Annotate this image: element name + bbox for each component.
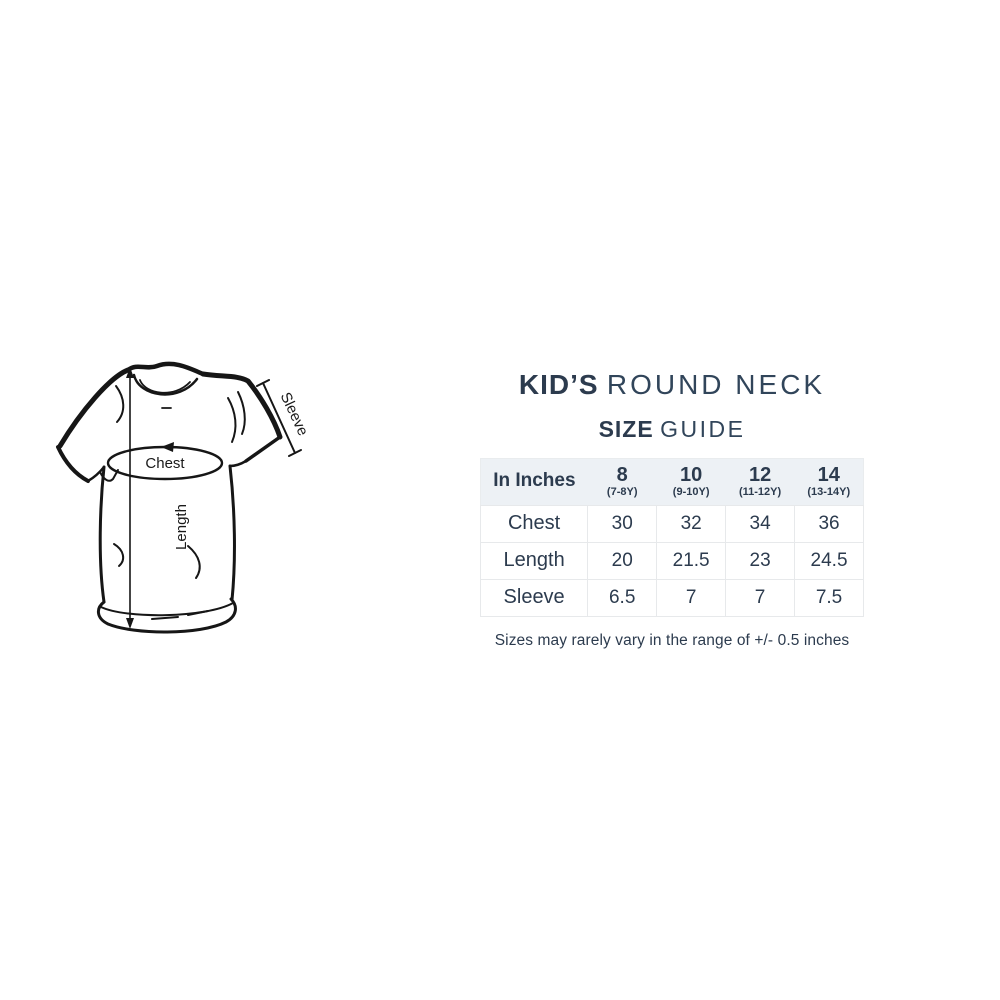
subtitle-light: GUIDE (660, 416, 746, 442)
size-age: (9-10Y) (672, 486, 710, 498)
size-number: 10 (680, 464, 703, 486)
size-number: 12 (748, 464, 772, 486)
size-number: 14 (817, 464, 840, 486)
cell-value: 32 (656, 504, 727, 543)
size-header-cell: 14 (13-14Y) (794, 458, 864, 506)
cell-value: 30 (587, 504, 658, 543)
cell-value: 23 (725, 541, 796, 580)
tshirt-measurement-illustration: Length Chest Sleeve (56, 361, 312, 634)
cell-value: 7 (656, 578, 727, 617)
chest-arrow-icon (161, 442, 174, 452)
cell-value: 24.5 (794, 541, 864, 580)
chest-measure-ellipse: Chest (106, 442, 224, 481)
size-header-cell: 12 (11-12Y) (725, 458, 795, 506)
size-table-header-row: In Inches 8 (7-8Y) 10 (9-10Y) 12 (11-12Y… (480, 458, 864, 506)
row-label: Chest (479, 504, 589, 543)
size-table: In Inches 8 (7-8Y) 10 (9-10Y) 12 (11-12Y… (479, 458, 864, 617)
size-header-cell: 10 (9-10Y) (656, 458, 726, 506)
length-measure-line: Length (126, 367, 190, 629)
sleeve-measure-line: Sleeve (256, 379, 312, 457)
size-age: (13-14Y) (807, 486, 851, 498)
chest-label: Chest (145, 455, 185, 472)
unit-header-cell: In Inches (480, 458, 588, 506)
size-age: (7-8Y) (606, 486, 638, 498)
page-subtitle: SIZE GUIDE (480, 418, 864, 441)
title-light: ROUND NECK (606, 369, 826, 400)
cell-value: 20 (587, 541, 658, 580)
subtitle-bold: SIZE (598, 416, 654, 442)
unit-header-label: In Inches (493, 470, 576, 492)
tshirt-outline (56, 361, 283, 634)
size-header-cell: 8 (7-8Y) (587, 458, 657, 506)
table-row-chest: Chest 30 32 34 36 (479, 504, 864, 543)
size-guide-panel: KID’S ROUND NECK SIZE GUIDE In Inches 8 … (479, 371, 864, 650)
title-bold: KID’S (518, 369, 599, 400)
page-title: KID’S ROUND NECK (480, 371, 864, 399)
size-number: 8 (616, 464, 628, 486)
tshirt-diagram: Length Chest Sleeve (40, 350, 320, 650)
cell-value: 36 (794, 504, 864, 543)
table-row-length: Length 20 21.5 23 24.5 (479, 541, 864, 580)
cell-value: 34 (725, 504, 796, 543)
size-age: (11-12Y) (738, 486, 782, 498)
cell-value: 6.5 (587, 578, 658, 617)
length-label: Length (173, 504, 190, 550)
table-row-sleeve: Sleeve 6.5 7 7 7.5 (479, 578, 864, 617)
length-arrow-up-icon (126, 367, 134, 378)
length-arrow-down-icon (126, 618, 134, 629)
cell-value: 21.5 (656, 541, 727, 580)
row-label: Length (479, 541, 589, 580)
cell-value: 7.5 (794, 578, 864, 617)
cell-value: 7 (725, 578, 796, 617)
row-label: Sleeve (479, 578, 589, 617)
size-tolerance-note: Sizes may rarely vary in the range of +/… (494, 631, 850, 649)
sleeve-label: Sleeve (277, 390, 312, 439)
